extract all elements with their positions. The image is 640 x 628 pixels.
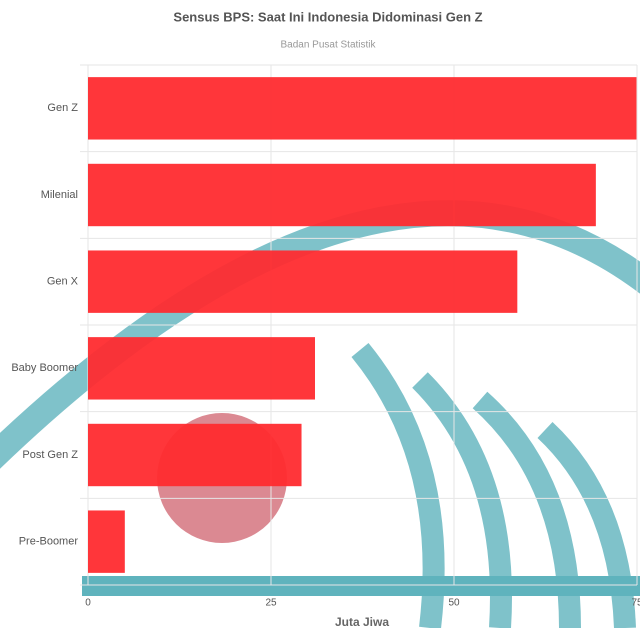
bar [88,77,637,140]
bar [88,510,125,573]
x-tick-label: 75 [631,598,640,609]
bar [88,423,302,487]
bar [88,163,596,227]
x-axis-label: Juta Jiwa [335,615,389,628]
bar [88,250,518,313]
x-tick-label: 25 [265,598,277,609]
y-tick-label: Gen Z [47,102,78,114]
y-tick-label: Baby Boomer [11,362,78,374]
chart-title: Sensus BPS: Saat Ini Indonesia Didominas… [173,9,482,24]
x-tick-label: 50 [448,598,460,609]
y-tick-label: Pre-Boomer [19,536,79,548]
bar [88,337,315,400]
y-tick-label: Post Gen Z [22,449,78,461]
watermark-band [82,576,640,596]
chart-subtitle: Badan Pusat Statistik [280,40,376,51]
watermark-arc [537,421,636,628]
x-tick-label: 0 [85,598,91,609]
y-tick-label: Gen X [47,276,79,288]
y-tick-label: Milenial [41,189,78,201]
